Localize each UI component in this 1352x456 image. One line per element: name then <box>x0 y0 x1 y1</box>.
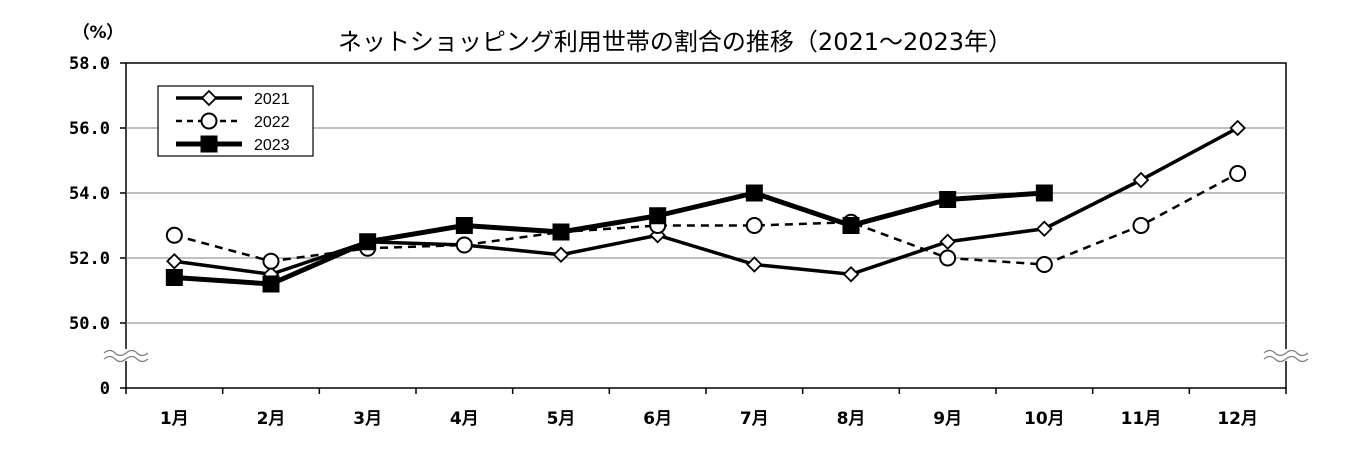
data-point <box>1035 184 1053 202</box>
data-point <box>1229 119 1246 137</box>
axis-break-gap <box>1264 349 1308 361</box>
data-point <box>1036 220 1053 238</box>
series-line <box>174 172 1239 266</box>
data-point <box>745 184 763 202</box>
series-2023 <box>165 184 1053 293</box>
data-point <box>1132 171 1150 189</box>
data-point <box>262 252 280 270</box>
data-point <box>166 252 183 270</box>
axis-break-wave <box>103 355 149 363</box>
axis-break-wave <box>103 349 149 357</box>
x-tick-label: 12月 <box>1217 409 1258 429</box>
legend-label: 2021 <box>254 91 290 108</box>
x-tick-label: 5月 <box>547 409 576 429</box>
axis-break-wave <box>1263 355 1309 363</box>
data-point <box>200 89 218 107</box>
data-point <box>359 233 377 251</box>
y-axis-ticks: 58.0 56.0 54.0 52.0 50.0 0 <box>69 54 126 399</box>
data-point <box>842 217 860 234</box>
data-point <box>165 226 183 244</box>
data-point <box>745 217 763 234</box>
x-tick-label: 7月 <box>740 409 769 429</box>
data-point <box>939 249 957 267</box>
data-point <box>552 223 570 241</box>
y-tick-label: 50.0 <box>69 314 110 334</box>
y-tick-label: 0 <box>100 379 110 399</box>
series-line <box>174 190 1045 287</box>
data-point <box>262 275 280 293</box>
axis-break-wave <box>1263 349 1309 357</box>
x-tick-label: 3月 <box>353 409 382 429</box>
data-point <box>200 135 218 153</box>
data-point <box>552 246 570 264</box>
data-point <box>455 217 473 234</box>
axis-break <box>103 349 149 363</box>
chart-title: ネットショッピング利用世帯の割合の推移（2021～2023年） <box>338 28 1012 56</box>
y-tick-label: 54.0 <box>69 184 110 204</box>
y-axis-unit: （%） <box>72 22 123 43</box>
y-tick-label: 52.0 <box>69 249 110 269</box>
data-point <box>455 236 473 254</box>
x-tick-label: 1月 <box>160 409 189 429</box>
data-point <box>1035 256 1053 273</box>
series-lines <box>165 119 1247 293</box>
data-point <box>649 207 667 225</box>
data-point <box>939 191 957 208</box>
x-tick-label: 2月 <box>257 409 286 429</box>
x-tick-label: 9月 <box>933 409 962 429</box>
y-tick-label: 56.0 <box>69 119 110 139</box>
axis-break-marks <box>103 349 1309 363</box>
data-point <box>165 269 183 286</box>
legend: 2021 2022 2023 <box>157 85 314 157</box>
x-tick-label: 8月 <box>837 409 866 429</box>
data-point <box>939 233 956 251</box>
x-tick-label: 11月 <box>1121 409 1162 429</box>
legend-label: 2022 <box>254 114 290 131</box>
data-point <box>1229 165 1247 182</box>
legend-label: 2023 <box>254 137 290 154</box>
data-point <box>746 256 763 273</box>
x-tick-label: 10月 <box>1024 409 1065 429</box>
y-tick-label: 58.0 <box>69 54 110 74</box>
x-axis-ticks: 1月 2月 3月 4月 5月 6月 7月 8月 9月 10月 11月 12月 <box>125 388 1287 429</box>
x-tick-label: 6月 <box>643 409 672 429</box>
data-point <box>1132 217 1150 234</box>
x-tick-label: 4月 <box>450 409 479 429</box>
data-point <box>842 265 860 283</box>
axis-break <box>1263 349 1309 363</box>
axis-break-gap <box>104 349 148 361</box>
data-point <box>200 112 218 130</box>
